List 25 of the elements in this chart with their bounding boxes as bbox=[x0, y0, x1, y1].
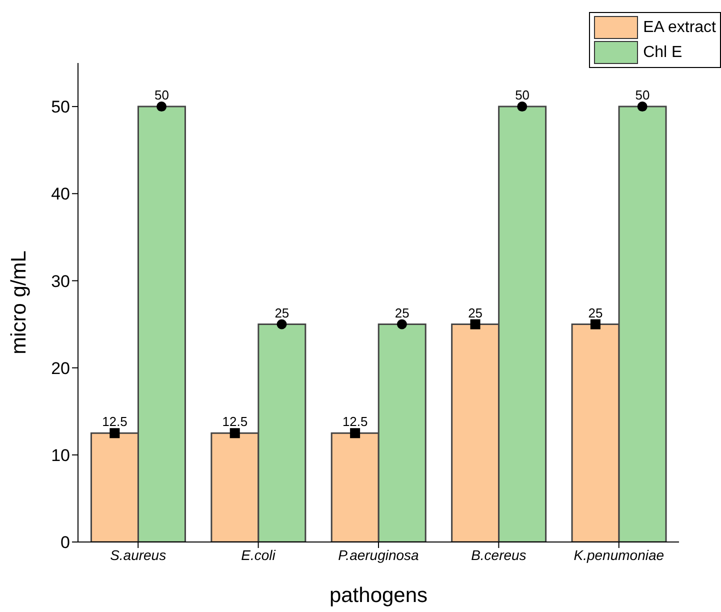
data-label: 50 bbox=[154, 88, 169, 103]
data-label: 25 bbox=[468, 305, 483, 320]
data-label: 50 bbox=[635, 88, 650, 103]
data-label: 25 bbox=[588, 305, 603, 320]
x-tick-label: E.coli bbox=[241, 546, 276, 563]
data-label: 25 bbox=[274, 305, 290, 320]
y-axis-title: micro g/mL bbox=[7, 250, 30, 354]
data-label: 12.5 bbox=[342, 414, 368, 430]
legend-label: EA extract bbox=[643, 18, 716, 36]
x-tick-label: S.aureus bbox=[110, 546, 166, 563]
y-tick-label: 30 bbox=[51, 272, 70, 291]
x-tick-label: B.cereus bbox=[471, 546, 526, 563]
x-tick-label: K.penumoniae bbox=[574, 546, 664, 563]
legend-label: Chl E bbox=[643, 44, 682, 62]
data-label: 25 bbox=[394, 305, 410, 320]
data-label: 12.5 bbox=[102, 414, 128, 430]
y-tick-label: 20 bbox=[51, 358, 70, 378]
x-axis-title: pathogens bbox=[329, 584, 428, 607]
y-tick-label: 40 bbox=[51, 184, 70, 204]
x-tick-label: P.aeruginosa bbox=[338, 546, 420, 563]
y-tick-label: 50 bbox=[51, 98, 70, 117]
y-tick-label: 0 bbox=[60, 533, 70, 552]
data-label: 12.5 bbox=[222, 414, 248, 430]
y-tick-label: 10 bbox=[51, 446, 70, 465]
data-label: 50 bbox=[515, 88, 530, 103]
